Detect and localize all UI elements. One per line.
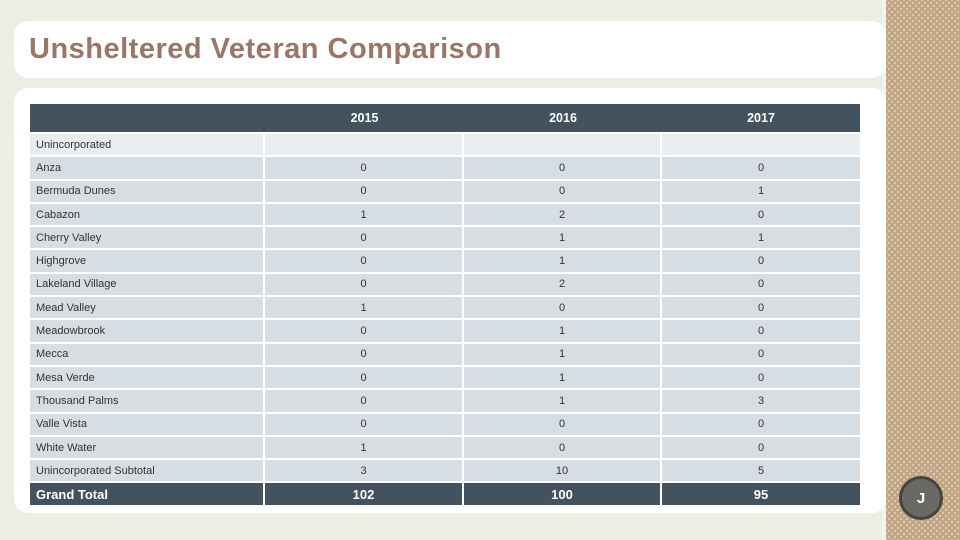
row-value: 0 bbox=[265, 318, 464, 342]
row-value: 0 bbox=[662, 434, 860, 459]
row-value: 1 bbox=[464, 388, 662, 412]
comparison-table: 2015 2016 2017 Unincorporated Anza 0 0 0 Bermuda… bbox=[30, 104, 860, 506]
table-card: 2015 2016 2017 Unincorporated Anza 0 0 0 Bermuda… bbox=[14, 88, 886, 513]
row-value: 1 bbox=[265, 434, 464, 459]
row-value: 0 bbox=[662, 271, 860, 296]
column-header-2016: 2016 bbox=[464, 104, 662, 132]
row-value bbox=[265, 132, 464, 156]
row-value: 100 bbox=[464, 481, 662, 506]
row-label: Cherry Valley bbox=[30, 225, 265, 249]
row-label: Lakeland Village bbox=[30, 271, 265, 296]
row-value: 0 bbox=[662, 364, 860, 389]
row-label: Unincorporated bbox=[30, 132, 265, 156]
row-value: 1 bbox=[662, 225, 860, 249]
row-value: 0 bbox=[265, 248, 464, 272]
slide-badge: J bbox=[899, 476, 943, 520]
row-value: 0 bbox=[265, 341, 464, 365]
row-label: Grand Total bbox=[30, 481, 265, 506]
row-label: Mecca bbox=[30, 341, 265, 365]
row-label: Cabazon bbox=[30, 201, 265, 226]
row-value: 5 bbox=[662, 458, 860, 482]
row-value: 0 bbox=[662, 295, 860, 319]
row-value: 0 bbox=[265, 364, 464, 389]
row-label: Valle Vista bbox=[30, 411, 265, 435]
row-label: Anza bbox=[30, 155, 265, 179]
row-value: 102 bbox=[265, 481, 464, 506]
row-value: 0 bbox=[464, 434, 662, 459]
right-texture-strip: J bbox=[882, 0, 960, 540]
row-value: 0 bbox=[662, 411, 860, 435]
row-value bbox=[464, 132, 662, 156]
row-value: 1 bbox=[464, 341, 662, 365]
row-label: Mesa Verde bbox=[30, 364, 265, 389]
row-value: 0 bbox=[265, 155, 464, 179]
row-value: 2 bbox=[464, 201, 662, 226]
row-value: 0 bbox=[662, 248, 860, 272]
row-label: Highgrove bbox=[30, 248, 265, 272]
row-value: 10 bbox=[464, 458, 662, 482]
row-value: 0 bbox=[265, 411, 464, 435]
row-value bbox=[662, 132, 860, 156]
row-label: Mead Valley bbox=[30, 295, 265, 319]
row-value: 0 bbox=[662, 318, 860, 342]
row-label: Thousand Palms bbox=[30, 388, 265, 412]
row-value: 3 bbox=[662, 388, 860, 412]
row-value: 0 bbox=[464, 295, 662, 319]
row-value: 0 bbox=[265, 388, 464, 412]
row-value: 0 bbox=[464, 155, 662, 179]
row-label: Meadowbrook bbox=[30, 318, 265, 342]
row-value: 1 bbox=[662, 178, 860, 202]
row-value: 0 bbox=[662, 201, 860, 226]
column-header-2017: 2017 bbox=[662, 104, 860, 132]
row-label: Unincorporated Subtotal bbox=[30, 458, 265, 482]
row-value: 1 bbox=[265, 201, 464, 226]
title-card: Unsheltered Veteran Comparison bbox=[14, 21, 886, 78]
row-label: White Water bbox=[30, 434, 265, 459]
row-value: 1 bbox=[265, 295, 464, 319]
row-value: 0 bbox=[265, 178, 464, 202]
row-value: 1 bbox=[464, 318, 662, 342]
row-value: 0 bbox=[464, 178, 662, 202]
row-label: Bermuda Dunes bbox=[30, 178, 265, 202]
row-value: 1 bbox=[464, 225, 662, 249]
row-value: 2 bbox=[464, 271, 662, 296]
row-value: 3 bbox=[265, 458, 464, 482]
row-value: 95 bbox=[662, 481, 860, 506]
row-value: 0 bbox=[662, 155, 860, 179]
table-corner-cell bbox=[30, 104, 265, 132]
row-value: 1 bbox=[464, 364, 662, 389]
row-value: 0 bbox=[662, 341, 860, 365]
row-value: 0 bbox=[265, 271, 464, 296]
row-value: 0 bbox=[464, 411, 662, 435]
row-value: 0 bbox=[265, 225, 464, 249]
page-title: Unsheltered Veteran Comparison bbox=[29, 33, 502, 65]
row-value: 1 bbox=[464, 248, 662, 272]
column-header-2015: 2015 bbox=[265, 104, 464, 132]
